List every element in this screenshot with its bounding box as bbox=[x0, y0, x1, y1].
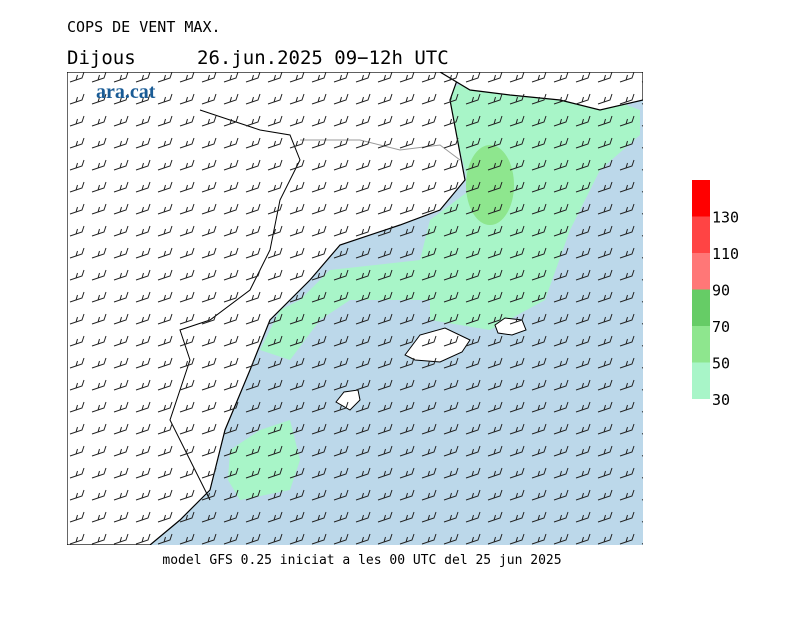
legend-label: 130 bbox=[712, 209, 739, 227]
wind-barbs bbox=[67, 72, 643, 545]
legend: 30 50 70 90 110 130 bbox=[692, 180, 739, 409]
period: 26.jun.2025 09−12h UTC bbox=[197, 47, 449, 69]
day: Dijous bbox=[67, 47, 136, 69]
map bbox=[67, 72, 643, 545]
legend-swatch bbox=[692, 362, 710, 399]
legend-swatch bbox=[692, 289, 710, 326]
legend-label: 110 bbox=[712, 245, 739, 263]
footer: model GFS 0.25 iniciat a les 00 UTC del … bbox=[162, 553, 561, 568]
legend-label: 50 bbox=[712, 355, 730, 373]
legend-label: 70 bbox=[712, 318, 730, 336]
legend-swatch bbox=[692, 326, 710, 363]
legend-label: 90 bbox=[712, 282, 730, 300]
title: COPS DE VENT MAX. bbox=[67, 18, 221, 36]
logo: ara.cat bbox=[96, 81, 156, 103]
legend-swatch bbox=[692, 253, 710, 290]
legend-swatch bbox=[692, 216, 710, 253]
legend-label: 30 bbox=[712, 391, 730, 409]
legend-swatch bbox=[692, 180, 710, 217]
